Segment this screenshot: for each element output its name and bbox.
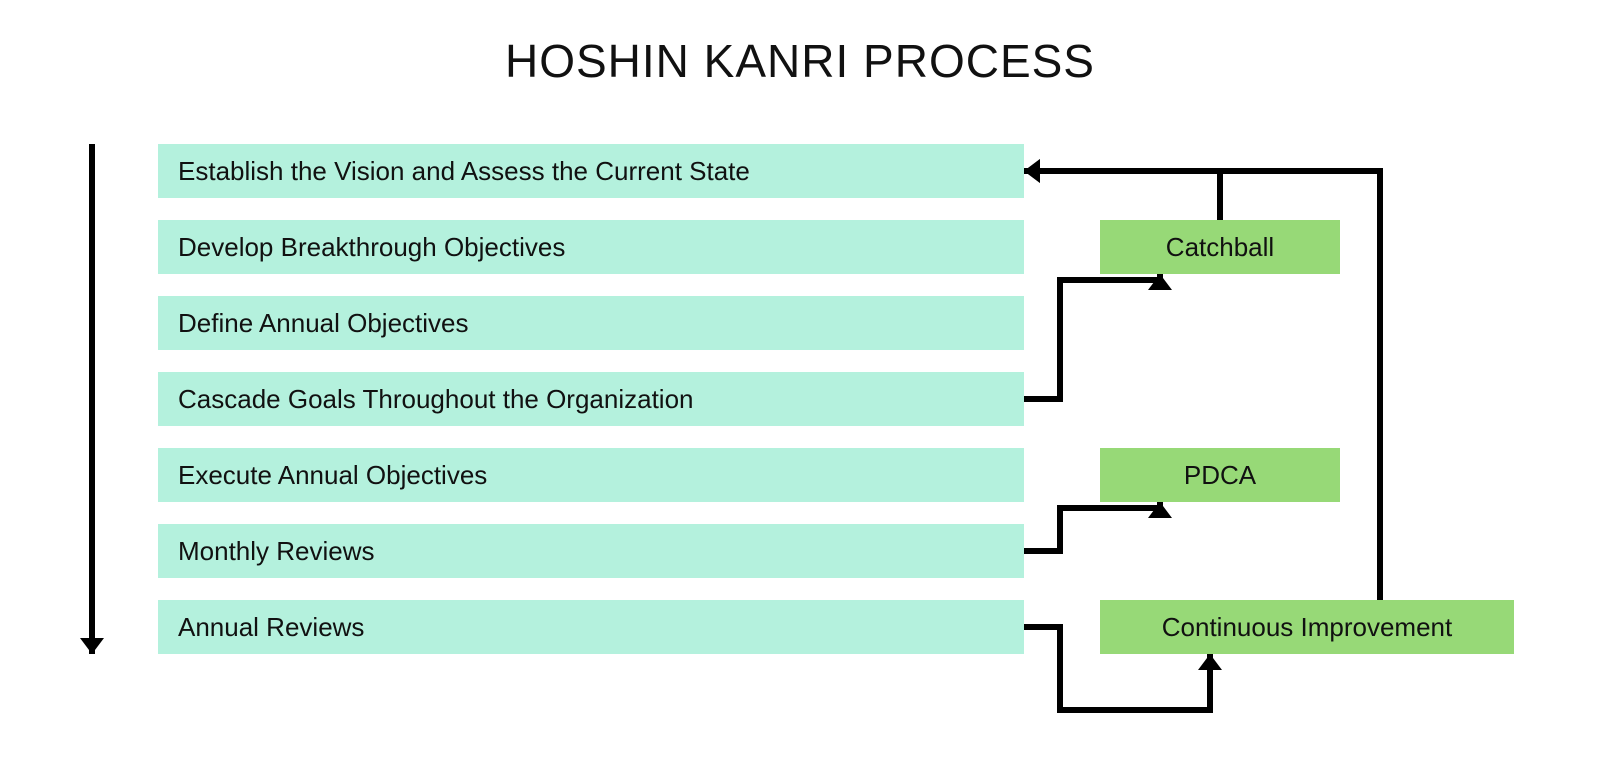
process-step: Develop Breakthrough Objectives — [158, 220, 1024, 274]
arrowhead-icon — [1148, 274, 1172, 290]
side-box-catchball: Catchball — [1100, 220, 1340, 274]
side-box-label: PDCA — [1184, 460, 1256, 491]
process-step-label: Monthly Reviews — [178, 536, 375, 567]
process-step-label: Cascade Goals Throughout the Organizatio… — [178, 384, 694, 415]
process-step: Annual Reviews — [158, 600, 1024, 654]
page-title: HOSHIN KANRI PROCESS — [0, 34, 1600, 88]
process-step-label: Execute Annual Objectives — [178, 460, 487, 491]
process-step: Execute Annual Objectives — [158, 448, 1024, 502]
process-step-label: Develop Breakthrough Objectives — [178, 232, 565, 263]
arrowhead-icon — [1024, 159, 1040, 183]
process-step: Monthly Reviews — [158, 524, 1024, 578]
arrowhead-icon — [1148, 502, 1172, 518]
process-step-label: Define Annual Objectives — [178, 308, 469, 339]
connector-line — [1024, 502, 1160, 551]
arrowhead-icon — [80, 638, 104, 654]
process-step: Cascade Goals Throughout the Organizatio… — [158, 372, 1024, 426]
arrowhead-icon — [1024, 159, 1040, 183]
side-box-pdca: PDCA — [1100, 448, 1340, 502]
connector-line — [1024, 171, 1220, 220]
side-box-label: Continuous Improvement — [1162, 612, 1452, 643]
side-box-ci: Continuous Improvement — [1100, 600, 1514, 654]
process-step: Define Annual Objectives — [158, 296, 1024, 350]
process-step: Establish the Vision and Assess the Curr… — [158, 144, 1024, 198]
connector-line — [1024, 274, 1160, 399]
process-step-label: Annual Reviews — [178, 612, 364, 643]
process-step-label: Establish the Vision and Assess the Curr… — [178, 156, 750, 187]
side-box-label: Catchball — [1166, 232, 1274, 263]
arrowhead-icon — [1198, 654, 1222, 670]
